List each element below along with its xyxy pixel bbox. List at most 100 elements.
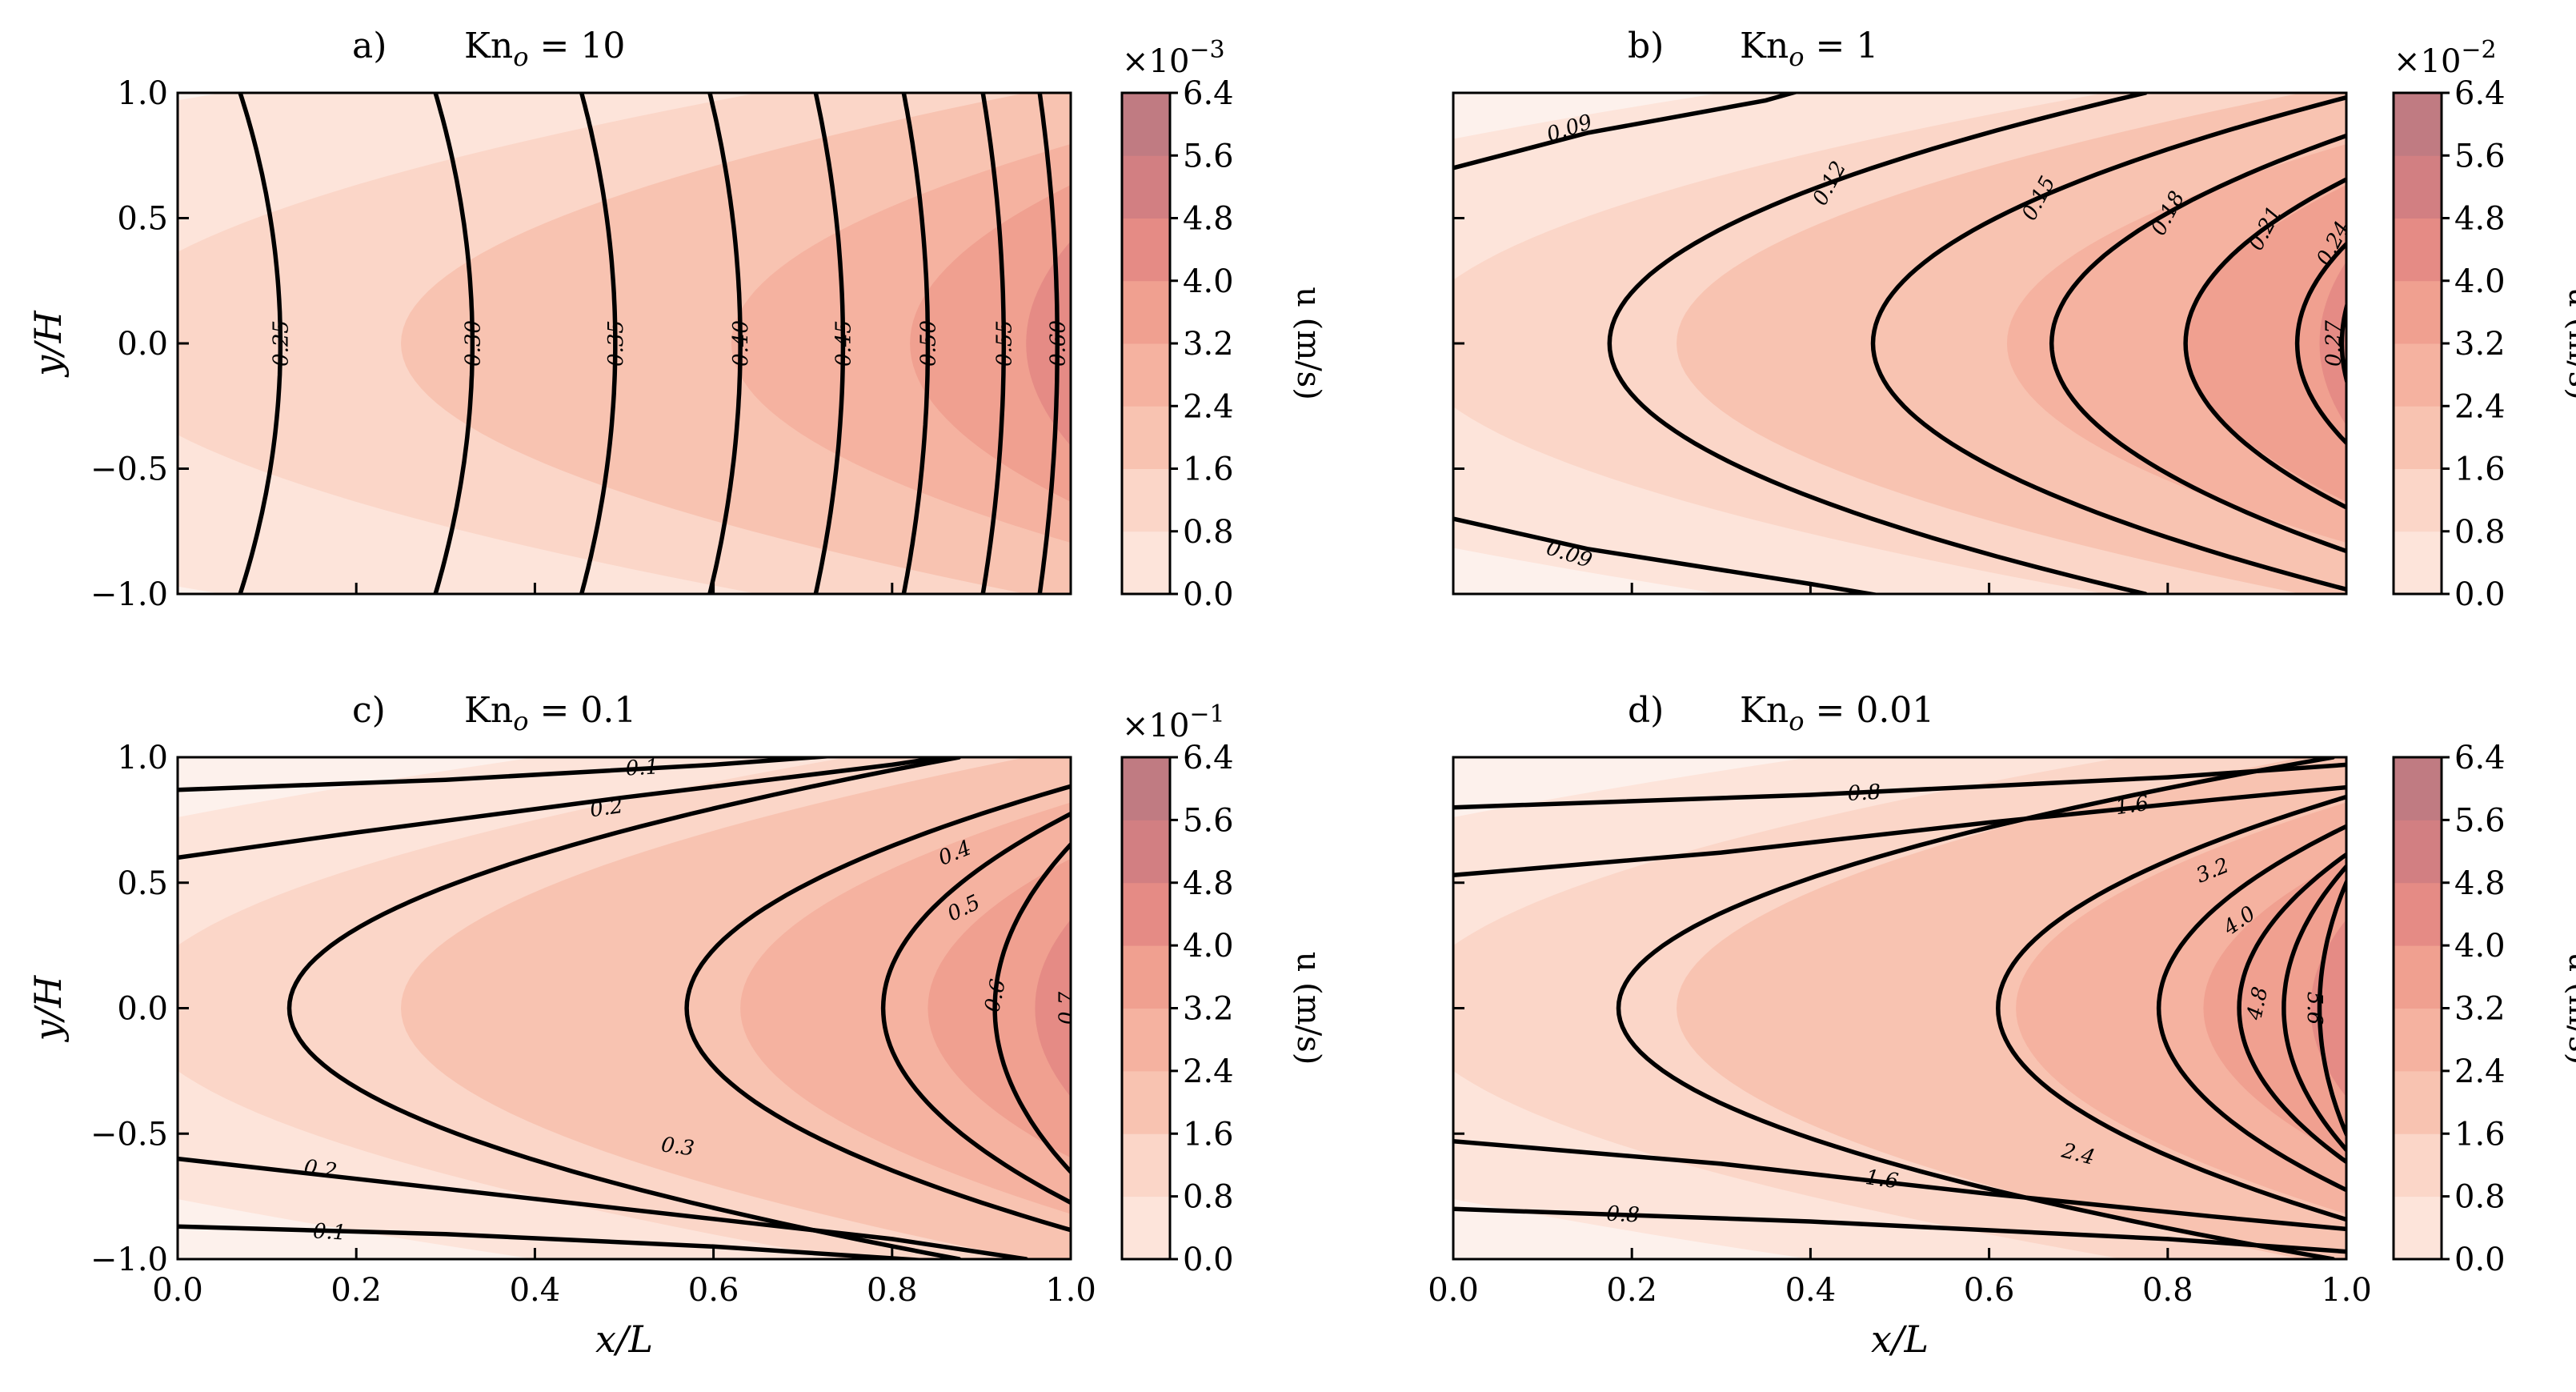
- colorbar-band: [2394, 945, 2442, 1009]
- y-axis-label: y/H: [26, 975, 70, 1042]
- colorbar-tick-label: 4.0: [1183, 928, 1234, 965]
- x-tick-label: 0.4: [510, 1272, 561, 1309]
- x-tick-label: 0.2: [1606, 1272, 1657, 1309]
- x-axis-label: x/L: [595, 1318, 653, 1361]
- colorbar-band: [2394, 218, 2442, 282]
- colorbar-band: [1122, 820, 1170, 884]
- y-tick-label: 1.0: [117, 75, 168, 112]
- x-tick-label: 0.4: [1785, 1272, 1837, 1309]
- contour-line: [286, 757, 962, 1259]
- colorbar-tick-label: 4.0: [1183, 263, 1234, 300]
- panel-letter: b): [1628, 26, 1664, 66]
- fill-band: [2016, 802, 2346, 1214]
- y-tick-label: 0.5: [117, 201, 168, 238]
- contour-line: [880, 811, 1071, 1205]
- contour-label: 0.1: [312, 1219, 347, 1245]
- contour-line: [1996, 794, 2346, 1222]
- filled-contours: 0.090.090.12 0.15 0.18 0.21 0.240.27: [1453, 93, 2346, 594]
- colorbar-band: [1122, 343, 1170, 407]
- panel-title-text: Kno = 10: [464, 26, 625, 72]
- contour-line: [1870, 94, 2346, 592]
- contour-label: 0.3: [659, 1133, 695, 1161]
- contour-line: [813, 93, 846, 594]
- contour-line: [178, 1156, 1028, 1259]
- colorbar-multiplier: ×10−1: [1122, 700, 1225, 744]
- axes-c: −1.0 −0.5 0.0 0.5 1.0 0.0 0.2 0.4 0.6 0.8 1.0 y/H x/…: [26, 690, 1096, 1361]
- y-tick-label: −1.0: [90, 576, 168, 613]
- contour-line: [684, 784, 1071, 1233]
- colorbar-tick-label: 1.6: [1183, 451, 1234, 488]
- colorbar-band: [1122, 155, 1170, 219]
- colorbar-band: [1122, 1070, 1170, 1134]
- colorbar-tick-label: 5.6: [2454, 138, 2506, 175]
- contour-line: [2282, 863, 2346, 1153]
- contour-line: [2317, 877, 2346, 1140]
- colorbar-band: [1122, 945, 1170, 1009]
- panel-letter: d): [1628, 690, 1664, 731]
- colorbar-band: [1122, 531, 1170, 595]
- x-axis-label: x/L: [1871, 1318, 1929, 1361]
- colorbar-tick-label: 3.2: [1183, 326, 1234, 363]
- colorbar-band: [2394, 280, 2442, 344]
- filled-contours: 0.8 1.61.60.82.43.24.04.8 5.6: [1453, 757, 2346, 1259]
- contour-line: [1607, 93, 2148, 594]
- colorbar-tick-label: 4.0: [2454, 928, 2506, 965]
- colorbar-tick-label: 6.4: [1183, 75, 1234, 112]
- contour-label: 0.8: [1847, 780, 1881, 806]
- colorbar-tick-label: 1.6: [1183, 1116, 1234, 1153]
- colorbar-tick-label: 0.8: [2454, 1179, 2506, 1216]
- x-tick-label: 1.0: [2321, 1272, 2372, 1309]
- contour-label: 0.55: [992, 320, 1016, 367]
- y-tick-label: 0.0: [117, 326, 168, 363]
- colorbar-tick-label: 6.4: [2454, 75, 2506, 112]
- x-tick-label: 1.0: [1045, 1272, 1096, 1309]
- y-tick-label: −1.0: [90, 1242, 168, 1278]
- colorbar-tick-label: 0.0: [1183, 1242, 1234, 1278]
- colorbar-band: [2394, 1133, 2442, 1197]
- colorbar-band: [2394, 1070, 2442, 1134]
- contour-label: 0.60: [1046, 320, 1070, 367]
- contour-line: [2049, 133, 2346, 554]
- colorbar-tick-label: 1.6: [2454, 451, 2506, 488]
- colorbar-tick-label: 0.8: [2454, 514, 2506, 551]
- contour-label: 0.35: [604, 320, 628, 367]
- contour-label: 1.6: [1864, 1165, 1900, 1193]
- panel-title: d) Kno = 0.01: [1628, 690, 1934, 736]
- contour-line: [2183, 177, 2346, 510]
- colorbar-band: [2394, 820, 2442, 884]
- contour-label: 0.25: [269, 320, 293, 367]
- colorbar-tick-label: 1.6: [2454, 1116, 2506, 1153]
- contour-line: [579, 93, 618, 594]
- contour-line: [1453, 93, 1801, 170]
- contour-label: 0.2: [302, 1155, 339, 1183]
- x-tick-label: 0.6: [688, 1272, 739, 1309]
- colorbar-a: 0.0 0.8 1.6 2.4 3.2 4.0 4.8 5.6 6.4 u (m/s) ×10−3: [1120, 36, 1327, 613]
- fill-band: [2319, 261, 2346, 426]
- y-tick-label: 0.5: [117, 865, 168, 902]
- colorbar-tick-label: 5.6: [1183, 802, 1234, 839]
- contour-line: [1037, 93, 1060, 594]
- fill-band: [2310, 919, 2346, 1097]
- contour-label: 0.1: [625, 755, 659, 780]
- colorbar-multiplier: ×10−2: [2394, 36, 2497, 80]
- contour-label: 0.40: [729, 320, 753, 367]
- colorbar-band: [2394, 1008, 2442, 1072]
- contour-label: 0.30: [461, 320, 485, 367]
- contour-line: [2294, 241, 2346, 446]
- colorbar-band: [1122, 406, 1170, 469]
- contour-line: [707, 93, 743, 594]
- panel-letter: c): [352, 690, 386, 731]
- fill-band: [1026, 241, 1071, 446]
- colorbar-band: [1122, 1008, 1170, 1072]
- colorbar-band: [1122, 280, 1170, 344]
- fill-band: [910, 185, 1071, 502]
- colorbar-tick-label: 0.8: [1183, 1179, 1234, 1216]
- colorbar-tick-label: 4.8: [1183, 865, 1234, 902]
- panel-title: a) Kno = 10: [352, 26, 625, 72]
- fill-band: [740, 802, 1071, 1214]
- x-tick-label: 0.8: [2142, 1272, 2193, 1309]
- colorbar-d: 0.0 0.8 1.6 2.4 3.2 4.0 4.8 5.6 6.4 u (m/s): [2392, 740, 2576, 1278]
- colorbar-tick-label: 2.4: [2454, 1053, 2506, 1090]
- colorbar-label: u (m/s): [1290, 952, 1327, 1065]
